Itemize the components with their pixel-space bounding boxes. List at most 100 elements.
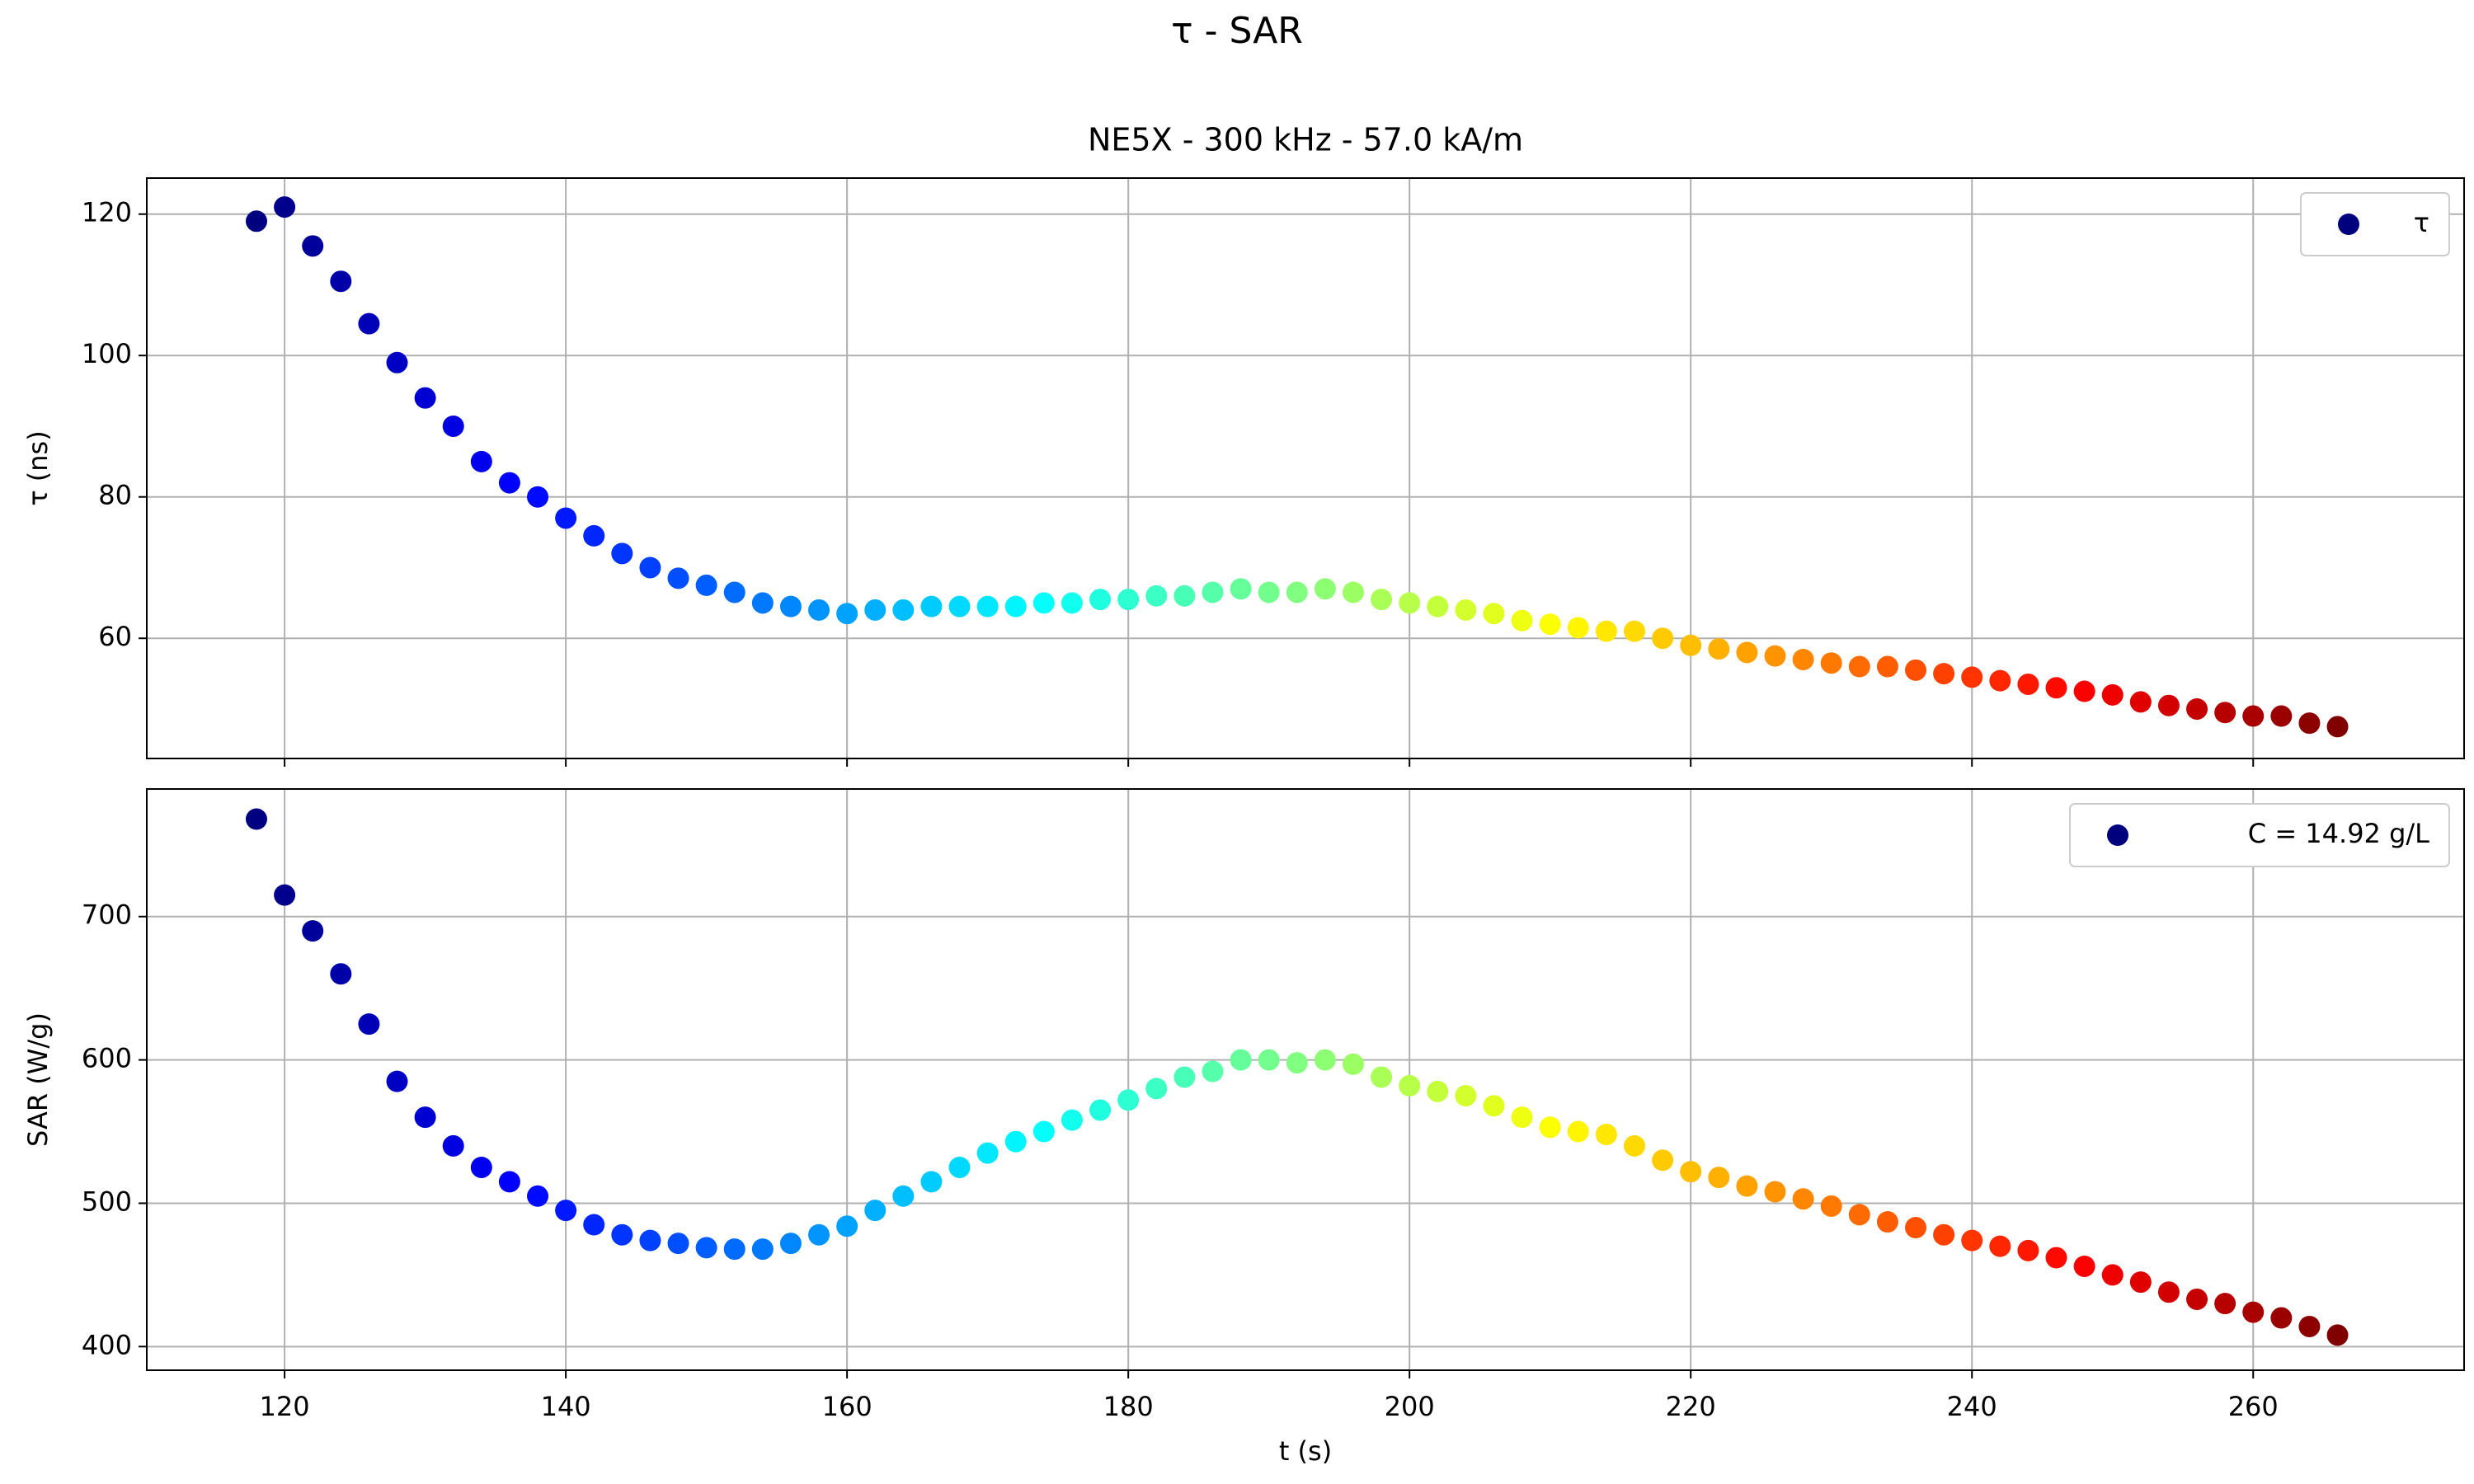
- scatter-point: [1567, 1120, 1589, 1143]
- scatter-point: [667, 1233, 689, 1255]
- scatter-point: [1511, 1106, 1533, 1129]
- scatter-point: [1708, 638, 1730, 660]
- y-tick-label: 80: [98, 480, 132, 511]
- scatter-point: [583, 524, 605, 547]
- scatter-point: [1427, 595, 1449, 618]
- y-tick-label: 60: [98, 621, 132, 652]
- x-tick-label: 160: [822, 1391, 872, 1422]
- scatter-point: [555, 507, 577, 529]
- scatter-point: [920, 595, 943, 618]
- scatter-point: [1539, 613, 1561, 636]
- scatter-point: [1202, 1060, 1224, 1082]
- scatter-point: [1061, 592, 1083, 614]
- scatter-point: [948, 595, 971, 618]
- x-axis-label: t (s): [1279, 1435, 1332, 1467]
- scatter-point: [1820, 652, 1842, 674]
- scatter-point: [2157, 1281, 2180, 1303]
- scatter-point: [1314, 578, 1336, 600]
- scatter-point: [245, 210, 267, 232]
- scatter-point: [920, 1171, 943, 1193]
- scatter-point: [2326, 1324, 2349, 1346]
- scatter-point: [1314, 1049, 1336, 1071]
- scatter-point: [976, 595, 999, 618]
- scatter-point: [1371, 589, 1393, 611]
- scatter-point: [442, 415, 464, 437]
- scatter-point: [1004, 595, 1027, 618]
- scatter-series: [245, 196, 2349, 738]
- scatter-point: [1117, 589, 1140, 611]
- scatter-point: [695, 1237, 717, 1259]
- scatter-point: [1820, 1195, 1842, 1217]
- scatter-point: [864, 599, 887, 621]
- scatter-point: [442, 1134, 464, 1157]
- scatter-point: [1905, 1217, 1927, 1239]
- scatter-point: [2073, 1255, 2095, 1277]
- scatter-point: [1736, 1175, 1758, 1197]
- scatter-point: [274, 196, 296, 218]
- scatter-point: [1117, 1089, 1140, 1111]
- y-axis-label: τ (ns): [22, 430, 54, 505]
- scatter-point: [1089, 1099, 1112, 1121]
- scatter-point: [723, 1238, 745, 1261]
- scatter-point: [2045, 1247, 2067, 1269]
- scatter-point: [639, 1229, 661, 1252]
- scatter-point: [2242, 1301, 2265, 1323]
- scatter-point: [1848, 655, 1870, 678]
- scatter-point: [386, 1070, 408, 1092]
- y-tick-label: 120: [82, 197, 132, 228]
- scatter-point: [611, 1223, 633, 1246]
- scatter-point: [1876, 1211, 1898, 1233]
- scatter-point: [2270, 705, 2293, 727]
- scatter-point: [1342, 1053, 1364, 1075]
- scatter-point: [2129, 691, 2152, 713]
- scatter-point: [358, 1013, 380, 1036]
- y-tick-label: 700: [82, 899, 132, 931]
- scatter-point: [836, 1215, 858, 1237]
- scatter-point: [274, 884, 296, 906]
- y-tick-label: 400: [82, 1329, 132, 1360]
- scatter-point: [498, 1171, 520, 1193]
- scatter-point: [723, 581, 745, 603]
- scatter-point: [1145, 585, 1168, 607]
- scatter-point: [2242, 705, 2265, 727]
- y-tick-label: 600: [82, 1043, 132, 1074]
- scatter-point: [1230, 578, 1252, 600]
- scatter-point: [1680, 634, 1702, 656]
- scatter-point: [1933, 1223, 1955, 1246]
- scatter-point: [948, 1156, 971, 1178]
- scatter-point: [2326, 716, 2349, 738]
- scatter-point: [1455, 599, 1477, 621]
- scatter-point: [695, 574, 717, 596]
- x-tick-label: 240: [1947, 1391, 1997, 1422]
- scatter-point: [1595, 620, 1617, 642]
- scatter-point: [892, 1185, 915, 1207]
- axes-frame: [146, 788, 2465, 1371]
- scatter-point: [1623, 620, 1645, 642]
- scatter-point: [330, 963, 352, 985]
- scatter-point: [1680, 1161, 1702, 1183]
- scatter-point: [2073, 680, 2095, 702]
- chart-title: NE5X - 300 kHz - 57.0 kA/m: [1088, 122, 1523, 158]
- scatter-point: [1286, 1052, 1308, 1074]
- scatter-point: [1792, 648, 1814, 670]
- scatter-point: [1258, 581, 1280, 603]
- scatter-point: [302, 235, 324, 257]
- scatter-point: [1032, 592, 1055, 614]
- scatter-point: [470, 450, 492, 472]
- scatter-point: [1483, 603, 1505, 625]
- scatter-point: [808, 1223, 830, 1246]
- scatter-point: [751, 1238, 774, 1261]
- scatter-point: [2298, 712, 2321, 735]
- scatter-point: [1595, 1124, 1617, 1146]
- x-tick-label: 140: [541, 1391, 591, 1422]
- scatter-point: [667, 567, 689, 589]
- x-tick-label: 200: [1385, 1391, 1435, 1422]
- scatter-point: [414, 1106, 436, 1129]
- scatter-point: [302, 920, 324, 942]
- scatter-point: [1483, 1095, 1505, 1117]
- scatter-point: [1933, 663, 1955, 685]
- y-axis-label: SAR (W/g): [22, 1012, 54, 1147]
- scatter-point: [1427, 1080, 1449, 1102]
